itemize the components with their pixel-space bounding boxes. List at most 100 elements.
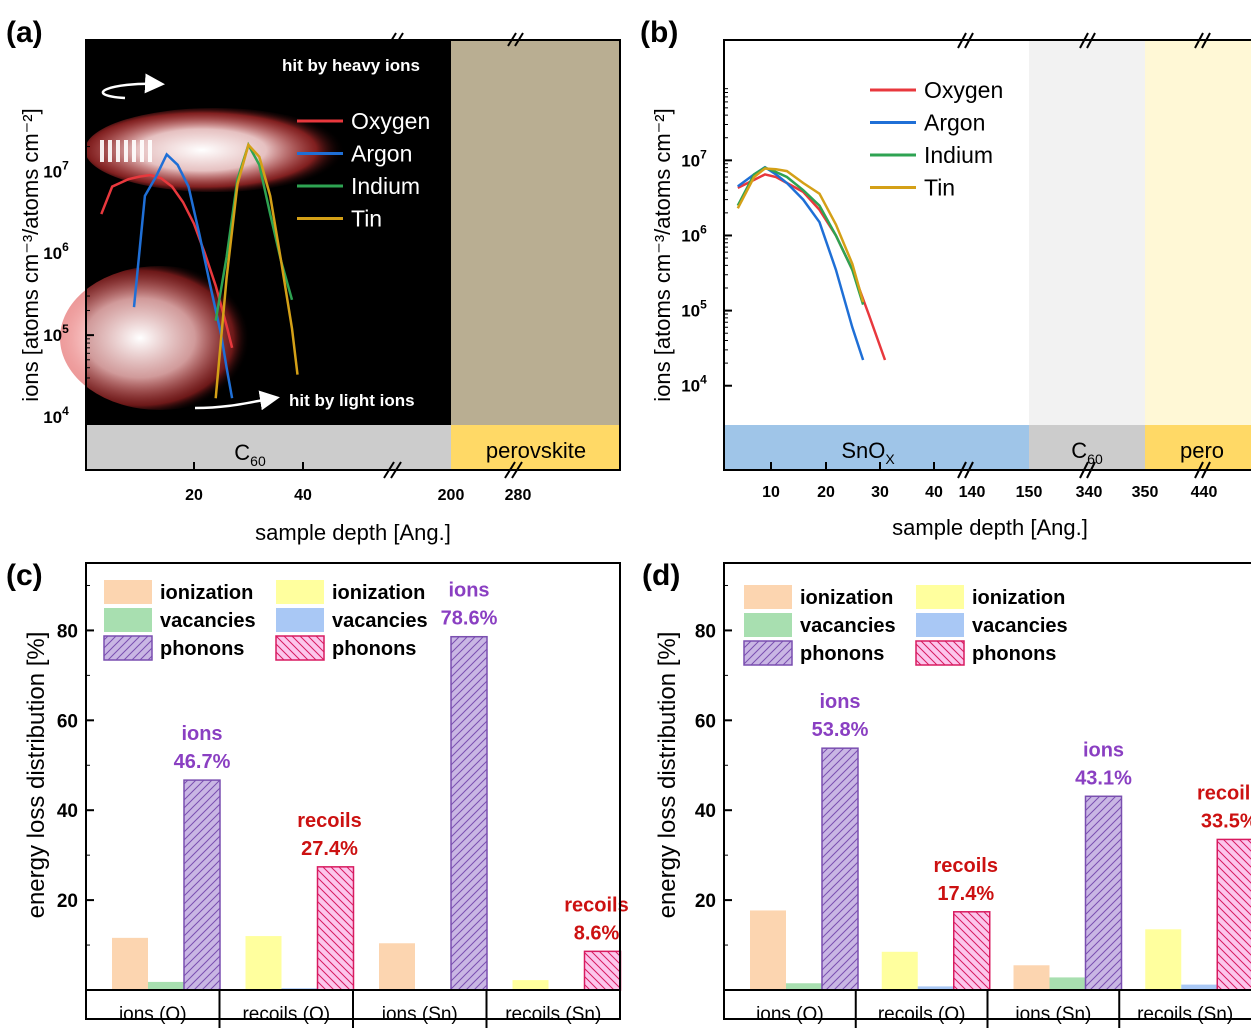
x-category-label: recoils (O) — [242, 1004, 330, 1025]
panel-c-label: (c) — [6, 559, 43, 592]
y-tick-label: 104 — [681, 373, 707, 396]
panel-b-frame — [723, 39, 1251, 471]
perovskite-band — [1145, 425, 1251, 470]
series-line-tin — [736, 167, 865, 303]
legend-label: ionization — [160, 582, 253, 604]
perovskite-band — [451, 425, 620, 470]
panel-a-x-label: sample depth [Ang.] — [255, 520, 451, 545]
panel-b-label: (b) — [640, 16, 678, 49]
x-tick-label: 200 — [438, 487, 465, 504]
bar-annotation-value: 27.4% — [301, 838, 358, 860]
x-tick-label: 30 — [871, 484, 889, 501]
bar-phonons-recoils — [583, 950, 622, 991]
c60-band — [86, 425, 451, 470]
bar-annotation-value: 53.8% — [812, 719, 869, 741]
panel-d: (d) ionizationvacanciesphononsionization… — [642, 559, 1251, 1028]
legend-label: ionization — [332, 582, 425, 604]
panel-a-label: (a) — [6, 16, 43, 49]
bar-phonons-recoils — [953, 911, 991, 991]
bar-annotation-kind: ions — [1083, 739, 1124, 761]
heavy-ions-label: hit by heavy ions — [282, 56, 420, 75]
bar-annotation-value: 8.6% — [574, 922, 620, 944]
legend-label: Argon — [351, 141, 412, 167]
legend-swatch — [103, 635, 153, 661]
bar-phonons-ions — [1084, 795, 1123, 991]
bar-annotation-kind: ions — [448, 580, 489, 602]
axis-break — [957, 32, 1211, 479]
panel-b-y-label: ions [atoms cm⁻³/atoms cm⁻²] — [650, 108, 675, 401]
series-line-indium — [736, 166, 865, 305]
panel-b-y-axis: 104 105 106 107 — [681, 88, 732, 396]
bar-ionization-ions — [1013, 965, 1050, 990]
x-category-label: recoils (Sn) — [505, 1004, 601, 1025]
legend-swatch — [915, 640, 965, 666]
x-category-label: recoils (Sn) — [1137, 1004, 1233, 1025]
y-tick-label: 20 — [695, 891, 716, 912]
bar-vacancies-recoils — [917, 986, 954, 990]
legend-swatch — [104, 608, 152, 632]
bar-ionization-recoils — [1145, 929, 1182, 990]
x-tick-label: 140 — [959, 484, 986, 501]
y-tick-label: 60 — [57, 711, 78, 732]
x-category-label: recoils (O) — [878, 1004, 966, 1025]
panel-d-label: (d) — [642, 559, 680, 592]
bar-annotation-value: 46.7% — [174, 751, 231, 773]
light-arrow — [194, 390, 280, 411]
x-tick-label: 150 — [1016, 484, 1043, 501]
series-line-oxygen — [100, 173, 234, 349]
legend-label: ionization — [972, 587, 1065, 609]
bar-vacancies-ions — [786, 983, 822, 990]
bar-annotation-kind: ions — [181, 723, 222, 745]
legend-label: vacancies — [160, 610, 256, 632]
y-tick-label: 80 — [57, 621, 78, 642]
legend-label: ionization — [800, 587, 893, 609]
legend-label: Tin — [924, 175, 955, 201]
x-tick-label: 440 — [1191, 484, 1218, 501]
bar-annotation-value: 17.4% — [937, 883, 994, 905]
snox-band — [724, 425, 1029, 470]
light-ion-cloud — [60, 266, 260, 410]
legend-swatch — [916, 613, 964, 637]
panel-a-legend: Oxygen Argon Indium Tin — [297, 108, 430, 232]
y-tick-label: 20 — [57, 891, 78, 912]
panel-d-bars — [750, 747, 1251, 991]
legend-label: Indium — [924, 142, 993, 168]
x-tick-label: 20 — [185, 487, 203, 504]
panel-b-x-label: sample depth [Ang.] — [892, 515, 1088, 540]
axis-break — [383, 32, 524, 479]
legend-label: phonons — [800, 643, 884, 665]
legend-label: phonons — [332, 638, 416, 660]
bar-annotation-kind: recoils — [564, 894, 628, 916]
y-tick-label: 105 — [43, 322, 69, 345]
x-category-label: ions (O) — [756, 1004, 824, 1025]
legend-swatch — [916, 585, 964, 609]
x-tick-label: 350 — [1132, 484, 1159, 501]
legend-label: Oxygen — [351, 108, 430, 134]
x-tick-label: 10 — [762, 484, 780, 501]
x-tick-label: 20 — [817, 484, 835, 501]
bar-annotation-kind: ions — [819, 691, 860, 713]
y-tick-label: 60 — [695, 711, 716, 732]
x-tick-label: 340 — [1076, 484, 1103, 501]
panel-c: (c) ionization vacancies phonons ionization… — [6, 559, 629, 1028]
bar-vacancies-ions — [1049, 977, 1086, 990]
panel-a: (a) hit by heavy ions hit by light ions … — [6, 16, 621, 545]
bar-vacancies-ions — [148, 981, 184, 990]
bar-phonons-recoils — [1216, 838, 1251, 991]
bar-ionization-ions — [379, 943, 415, 990]
c60-layer-label: C60 — [1071, 438, 1103, 467]
panel-a-perovskite-region — [451, 40, 620, 425]
legend-label: vacancies — [332, 610, 428, 632]
panel-d-annotations: ions 53.8% recoils 17.4% ions 43.1% recoils 33.… — [812, 691, 1251, 905]
legend-label: Tin — [351, 206, 382, 232]
heavy-ion-stripes — [100, 140, 152, 162]
panel-b-legend: Oxygen Argon Indium Tin — [870, 77, 1003, 201]
bar-annotation-kind: recoils — [934, 855, 998, 877]
legend-label: Argon — [924, 110, 985, 136]
panel-d-legend: ionization vacancies phonons ionization vaca… — [743, 585, 1068, 666]
bar-ionization-recoils — [512, 980, 549, 990]
snox-layer-label: SnOX — [841, 438, 895, 467]
y-tick-label: 107 — [681, 147, 707, 170]
panel-c-y-label: energy loss distribution [%] — [23, 632, 50, 919]
